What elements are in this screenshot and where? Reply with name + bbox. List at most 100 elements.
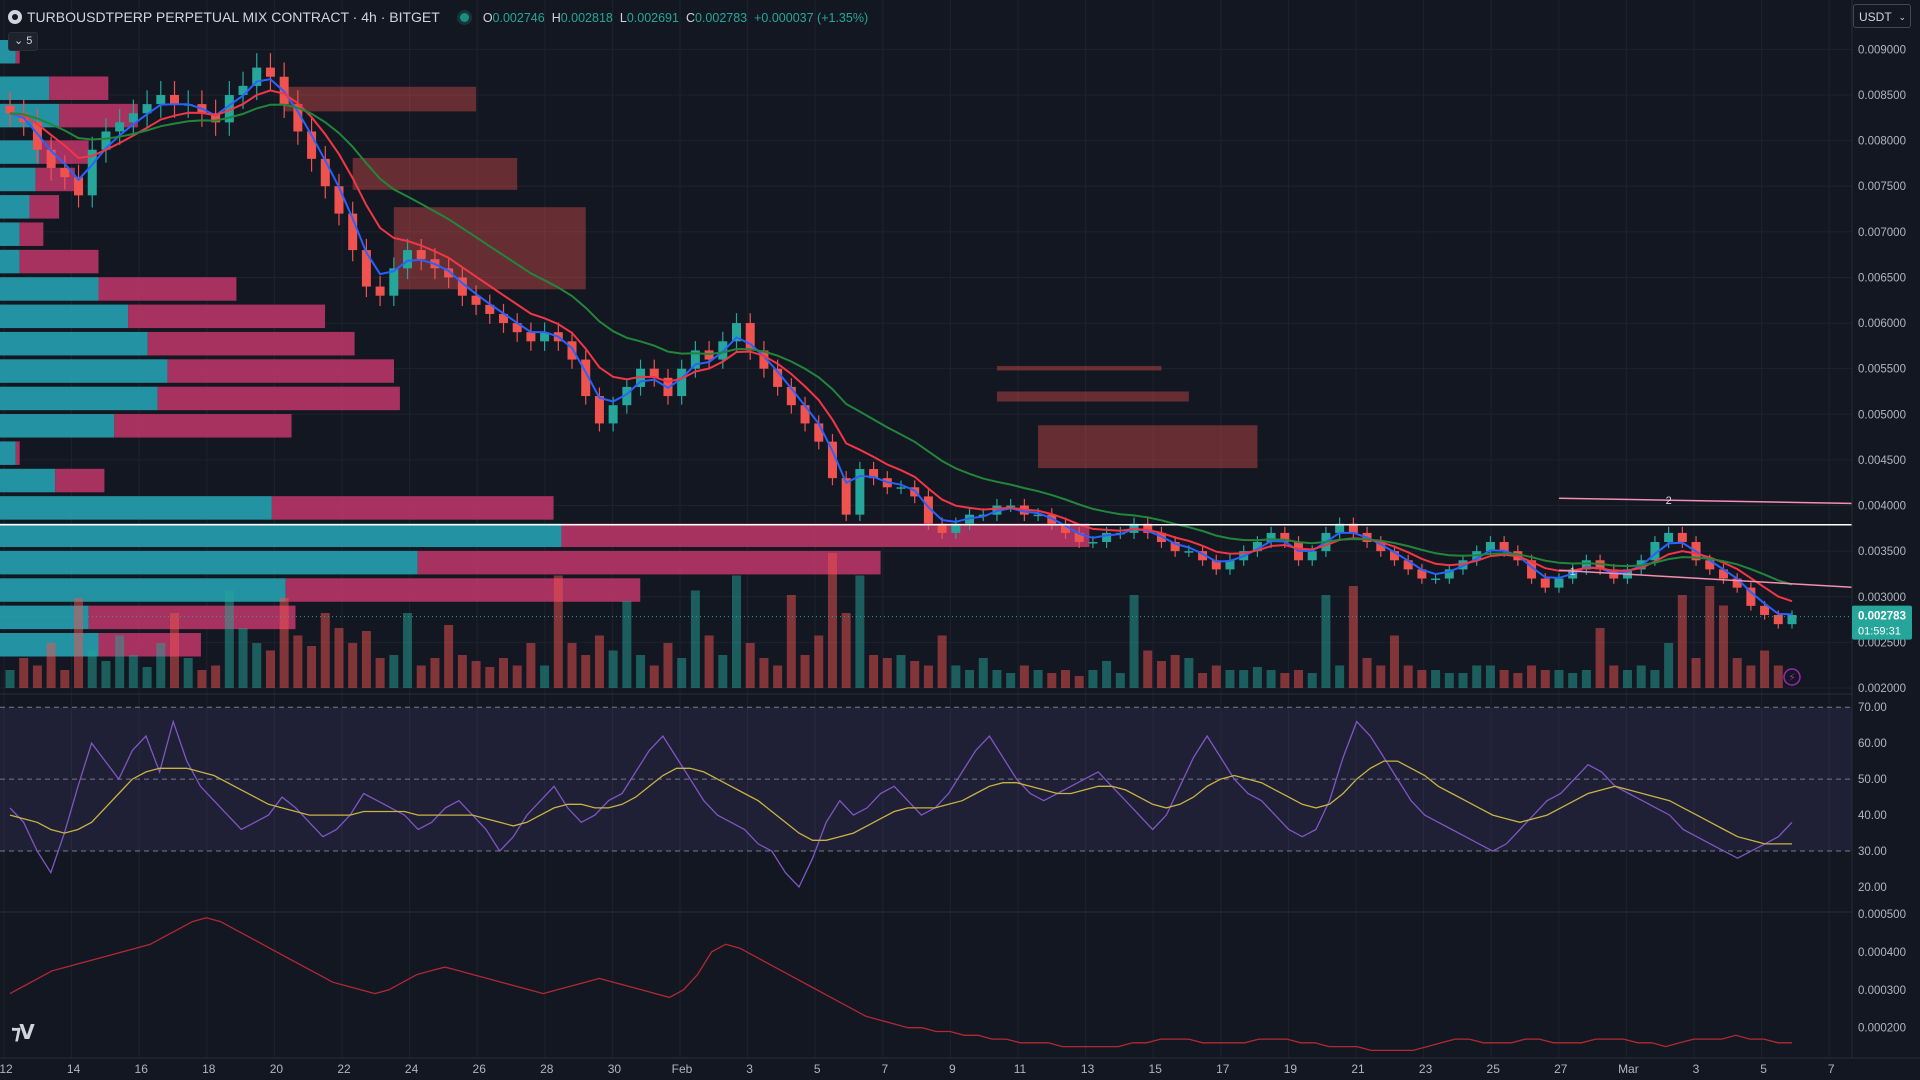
candle-body[interactable] xyxy=(951,523,961,533)
candle-body[interactable] xyxy=(677,368,687,397)
candle-body[interactable] xyxy=(1211,560,1221,570)
candle-body[interactable] xyxy=(1403,560,1413,570)
candle-body[interactable] xyxy=(1184,551,1194,553)
candle-body[interactable] xyxy=(169,94,179,105)
candle-body[interactable] xyxy=(1074,532,1084,543)
candle-body[interactable] xyxy=(416,250,426,260)
candle-body[interactable] xyxy=(1787,615,1797,625)
candle-body[interactable] xyxy=(1527,560,1537,579)
candle-body[interactable] xyxy=(786,386,796,406)
candle-body[interactable] xyxy=(1760,605,1770,616)
candle-body[interactable] xyxy=(1252,542,1262,552)
candle-body[interactable] xyxy=(1266,532,1276,543)
candle-body[interactable] xyxy=(361,250,371,287)
candle-body[interactable] xyxy=(156,94,166,105)
candle-body[interactable] xyxy=(457,277,467,296)
price-axis[interactable]: 0.009000 0.008500 0.008000 0.007500 0.007000… xyxy=(1851,0,1920,1058)
candle-body[interactable] xyxy=(1280,532,1290,543)
candle-body[interactable] xyxy=(1746,587,1756,606)
candle-body[interactable] xyxy=(608,405,618,424)
tradingview-logo-icon[interactable]: ⁊V xyxy=(11,1020,35,1044)
candle-body[interactable] xyxy=(540,332,550,342)
candle-body[interactable] xyxy=(1554,578,1564,588)
candle-body[interactable] xyxy=(690,350,700,369)
candle-body[interactable] xyxy=(1033,514,1043,517)
candle-body[interactable] xyxy=(827,441,837,479)
last-price-badge[interactable] xyxy=(1852,605,1912,640)
candle-body[interactable] xyxy=(348,213,358,251)
candle-body[interactable] xyxy=(649,368,659,378)
candle-body[interactable] xyxy=(869,469,879,479)
candle-body[interactable] xyxy=(101,131,111,150)
candle-body[interactable] xyxy=(773,368,783,387)
candle-body[interactable] xyxy=(1335,523,1345,533)
candle-body[interactable] xyxy=(855,469,865,515)
candle-body[interactable] xyxy=(1417,569,1427,579)
candle-body[interactable] xyxy=(1307,551,1317,561)
candle-body[interactable] xyxy=(937,523,947,533)
symbol-title[interactable]: TURBOUSDTPERP PERPETUAL MIX CONTRACT · 4… xyxy=(27,9,440,25)
time-axis[interactable]: 12 14 16 18 20 22 24 26 28 30 Feb 3 5 7 9 11 13 15 17 19 21 2… xyxy=(0,1057,1920,1080)
currency-select[interactable]: USDT ⌄ xyxy=(1853,4,1911,28)
candle-body[interactable] xyxy=(512,323,522,333)
candle-body[interactable] xyxy=(1060,523,1070,533)
candle-body[interactable] xyxy=(307,131,317,159)
candle-body[interactable] xyxy=(594,396,604,424)
candle-body[interactable] xyxy=(224,94,234,123)
candle-body[interactable] xyxy=(1718,569,1728,579)
candle-body[interactable] xyxy=(896,487,906,489)
candle-body[interactable] xyxy=(526,332,536,342)
candle-body[interactable] xyxy=(334,186,344,214)
candle-body[interactable] xyxy=(403,250,413,269)
candle-body[interactable] xyxy=(252,67,262,86)
candle-body[interactable] xyxy=(800,405,810,424)
alert-icon[interactable] xyxy=(1783,668,1801,686)
candle-body[interactable] xyxy=(128,113,138,123)
candle-body[interactable] xyxy=(74,177,84,196)
candle-body[interactable] xyxy=(1088,542,1098,544)
candle-body[interactable] xyxy=(1143,523,1153,533)
candle-body[interactable] xyxy=(265,67,275,77)
candle-body[interactable] xyxy=(32,122,42,150)
candle-body[interactable] xyxy=(87,149,97,196)
candle-body[interactable] xyxy=(238,85,248,95)
candle-body[interactable] xyxy=(732,323,742,342)
candle-body[interactable] xyxy=(485,304,495,314)
candle-body[interactable] xyxy=(1389,551,1399,561)
candle-body[interactable] xyxy=(1732,578,1742,588)
candle-body[interactable] xyxy=(5,105,15,114)
candle-body[interactable] xyxy=(745,323,755,351)
candle-body[interactable] xyxy=(293,104,303,132)
candle-body[interactable] xyxy=(1444,569,1454,579)
candle-body[interactable] xyxy=(1198,551,1208,561)
candle-body[interactable] xyxy=(115,122,125,132)
candle-body[interactable] xyxy=(1773,615,1783,625)
candle-body[interactable] xyxy=(1650,542,1660,561)
horizontal-line[interactable]: ⚡ xyxy=(0,523,1852,686)
candle-body[interactable] xyxy=(211,113,221,123)
candle-body[interactable] xyxy=(1664,532,1674,543)
candle-body[interactable] xyxy=(375,286,385,296)
candle-body[interactable] xyxy=(320,158,330,187)
candle-body[interactable] xyxy=(814,423,824,442)
candle-body[interactable] xyxy=(759,350,769,369)
candle-body[interactable] xyxy=(581,359,591,397)
candle-body[interactable] xyxy=(1006,505,1016,508)
candle-body[interactable] xyxy=(1431,578,1441,581)
candle-body[interactable] xyxy=(1348,523,1358,533)
candle-body[interactable] xyxy=(1102,532,1112,543)
candle-body[interactable] xyxy=(46,149,56,168)
candle-body[interactable] xyxy=(1376,542,1386,552)
candlesticks[interactable] xyxy=(5,53,1797,629)
candle-body[interactable] xyxy=(142,104,152,114)
candle-body[interactable] xyxy=(1677,532,1687,543)
candle-body[interactable] xyxy=(567,341,577,360)
candle-body[interactable] xyxy=(636,368,646,387)
candle-body[interactable] xyxy=(60,167,70,178)
candle-body[interactable] xyxy=(622,386,632,406)
candle-body[interactable] xyxy=(1581,560,1591,570)
candle-body[interactable] xyxy=(923,496,933,524)
candle-body[interactable] xyxy=(471,295,481,305)
candle-body[interactable] xyxy=(498,313,508,324)
